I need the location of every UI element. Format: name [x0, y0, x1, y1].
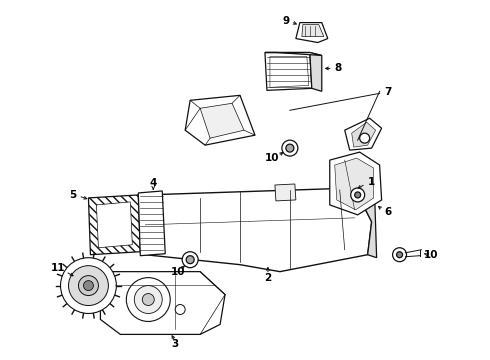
- Circle shape: [134, 285, 162, 314]
- Circle shape: [61, 258, 116, 314]
- Text: 3: 3: [172, 339, 179, 349]
- Polygon shape: [310, 53, 322, 91]
- Polygon shape: [265, 53, 322, 55]
- Circle shape: [186, 256, 194, 264]
- Polygon shape: [185, 95, 255, 145]
- Polygon shape: [330, 152, 382, 215]
- Circle shape: [83, 280, 94, 291]
- Text: 10: 10: [171, 267, 185, 276]
- Polygon shape: [270, 57, 309, 87]
- Polygon shape: [302, 24, 324, 37]
- Polygon shape: [200, 103, 244, 138]
- Text: 6: 6: [384, 207, 391, 217]
- Circle shape: [286, 144, 294, 152]
- Polygon shape: [296, 23, 328, 42]
- Circle shape: [282, 140, 298, 156]
- Circle shape: [396, 252, 403, 258]
- Polygon shape: [97, 202, 132, 248]
- Polygon shape: [138, 188, 371, 272]
- Polygon shape: [345, 118, 382, 150]
- Circle shape: [78, 276, 98, 296]
- Polygon shape: [335, 158, 374, 210]
- Text: 9: 9: [282, 15, 290, 26]
- Circle shape: [392, 248, 407, 262]
- Text: 4: 4: [149, 178, 157, 188]
- Polygon shape: [138, 191, 165, 256]
- Polygon shape: [100, 272, 225, 334]
- Polygon shape: [265, 53, 312, 90]
- Polygon shape: [352, 122, 376, 147]
- Text: 10: 10: [265, 153, 279, 163]
- Circle shape: [182, 252, 198, 268]
- Text: 11: 11: [51, 263, 66, 273]
- Circle shape: [351, 188, 365, 202]
- Text: 10: 10: [424, 250, 439, 260]
- Text: 2: 2: [264, 273, 271, 283]
- Text: 5: 5: [69, 190, 76, 200]
- Circle shape: [69, 266, 108, 306]
- Polygon shape: [275, 184, 296, 201]
- Text: 7: 7: [384, 87, 392, 97]
- Circle shape: [175, 305, 185, 315]
- Circle shape: [126, 278, 170, 321]
- Circle shape: [355, 192, 361, 198]
- Polygon shape: [89, 195, 140, 255]
- Circle shape: [360, 133, 369, 143]
- Text: 8: 8: [334, 63, 342, 73]
- Text: 1: 1: [368, 177, 375, 187]
- Polygon shape: [355, 188, 377, 258]
- Circle shape: [142, 293, 154, 306]
